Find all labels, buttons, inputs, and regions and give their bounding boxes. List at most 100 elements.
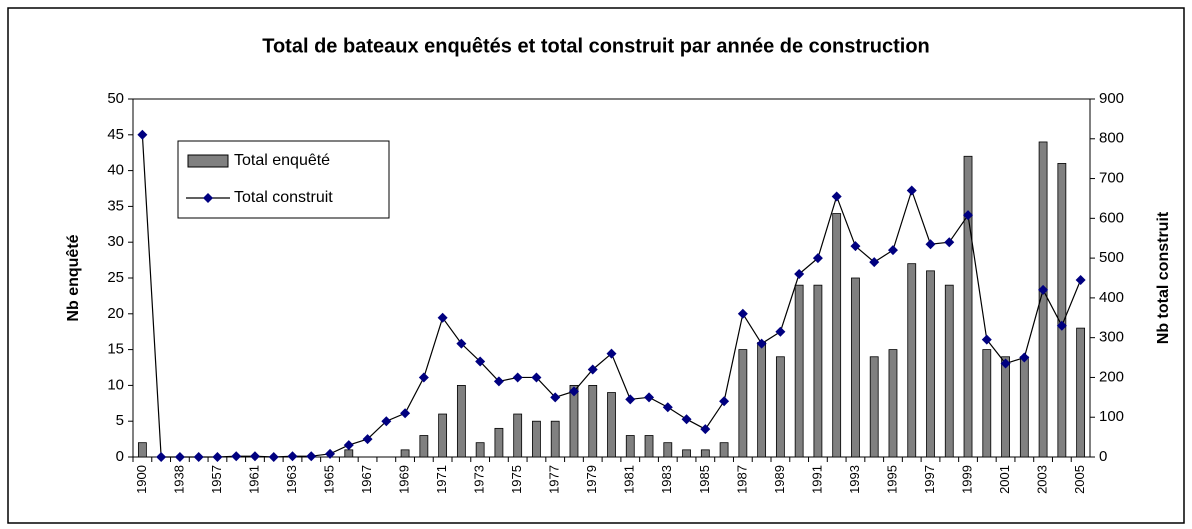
y2-tick-label: 800 <box>1099 130 1124 147</box>
marker <box>681 414 692 425</box>
x-tick-label: 1973 <box>472 465 487 494</box>
y-tick-label: 45 <box>107 126 124 143</box>
bar <box>926 270 935 458</box>
bar <box>550 420 560 458</box>
x-tick-label: 2001 <box>997 465 1012 494</box>
bar <box>963 155 973 458</box>
y2-tick-label: 600 <box>1099 209 1124 226</box>
marker <box>606 348 617 359</box>
x-tick-label: 1991 <box>809 465 824 494</box>
bar <box>832 213 842 458</box>
legend-label: Total construit <box>234 189 333 206</box>
bar <box>1038 141 1048 458</box>
marker <box>662 402 673 413</box>
y-axis-label: Nb enquêté <box>65 234 82 321</box>
marker <box>531 372 542 383</box>
x-tick-label: 1975 <box>509 465 524 494</box>
marker <box>1000 358 1011 369</box>
x-tick-label: 1981 <box>622 465 637 494</box>
marker <box>625 394 636 405</box>
marker <box>1056 320 1067 331</box>
x-tick-label: 1983 <box>659 465 674 494</box>
marker <box>831 191 842 202</box>
marker <box>869 257 880 268</box>
marker <box>212 452 223 462</box>
x-tick-label: 1999 <box>959 465 974 494</box>
y2-tick-label: 700 <box>1099 170 1124 187</box>
y2-tick-label: 300 <box>1099 329 1124 346</box>
y2-tick-label: 900 <box>1099 90 1124 107</box>
x-tick-label: 2005 <box>1072 465 1087 494</box>
bar <box>982 349 992 458</box>
marker <box>400 408 411 419</box>
bar <box>569 384 579 458</box>
marker <box>306 451 317 462</box>
marker <box>418 372 429 383</box>
x-tick-label: 1979 <box>584 465 599 494</box>
bar <box>719 442 729 458</box>
y2-tick-label: 200 <box>1099 368 1124 385</box>
bar <box>907 263 917 458</box>
y2-tick-label: 100 <box>1099 408 1124 425</box>
bar <box>588 384 598 458</box>
marker <box>925 239 936 250</box>
x-tick-label: 1971 <box>434 465 449 494</box>
marker <box>325 448 336 459</box>
y-tick-label: 50 <box>107 90 124 107</box>
bar <box>344 449 354 458</box>
marker <box>362 434 373 445</box>
bar <box>700 449 710 458</box>
marker <box>756 338 767 349</box>
x-tick-label: 1965 <box>321 465 336 494</box>
marker <box>1019 352 1030 363</box>
marker <box>287 451 298 462</box>
marker <box>456 338 467 349</box>
y-tick-label: 0 <box>116 448 124 465</box>
x-tick-label: 1985 <box>697 465 712 494</box>
marker <box>644 392 655 403</box>
y-tick-label: 10 <box>107 376 124 393</box>
bar <box>475 442 485 458</box>
bar <box>775 356 785 458</box>
marker <box>568 386 579 397</box>
x-tick-label: 1997 <box>922 465 937 494</box>
legend-label: Total enquêté <box>234 152 330 169</box>
bar <box>888 349 898 458</box>
marker <box>963 210 974 221</box>
bar <box>738 349 748 458</box>
bar <box>794 284 804 458</box>
x-tick-label: 1957 <box>209 465 224 494</box>
marker <box>437 312 448 323</box>
marker <box>174 452 185 462</box>
y2-tick-label: 500 <box>1099 249 1124 266</box>
y2-tick-label: 400 <box>1099 289 1124 306</box>
x-tick-label: 1993 <box>847 465 862 494</box>
bar <box>494 427 504 458</box>
y-tick-label: 15 <box>107 341 124 358</box>
bar <box>1076 327 1086 458</box>
marker <box>794 269 805 280</box>
bar <box>851 277 860 458</box>
x-tick-label: 1989 <box>772 465 787 494</box>
bar <box>944 284 954 458</box>
x-tick-label: 1969 <box>397 465 412 494</box>
marker <box>381 416 392 427</box>
marker <box>906 185 917 196</box>
y2-axis-label: Nb total construit <box>1155 211 1172 344</box>
bar <box>400 449 410 458</box>
x-tick-label: 1977 <box>547 465 562 494</box>
marker <box>343 440 354 451</box>
legend-swatch <box>187 154 229 168</box>
marker <box>550 392 561 403</box>
bar <box>456 384 466 458</box>
y-tick-label: 35 <box>107 197 124 214</box>
bar <box>625 435 635 458</box>
marker <box>719 396 730 407</box>
marker <box>493 376 504 387</box>
y-tick-label: 20 <box>107 305 124 322</box>
marker <box>137 129 148 140</box>
bar <box>513 413 523 458</box>
legend-marker <box>203 193 213 203</box>
bar <box>607 392 616 458</box>
